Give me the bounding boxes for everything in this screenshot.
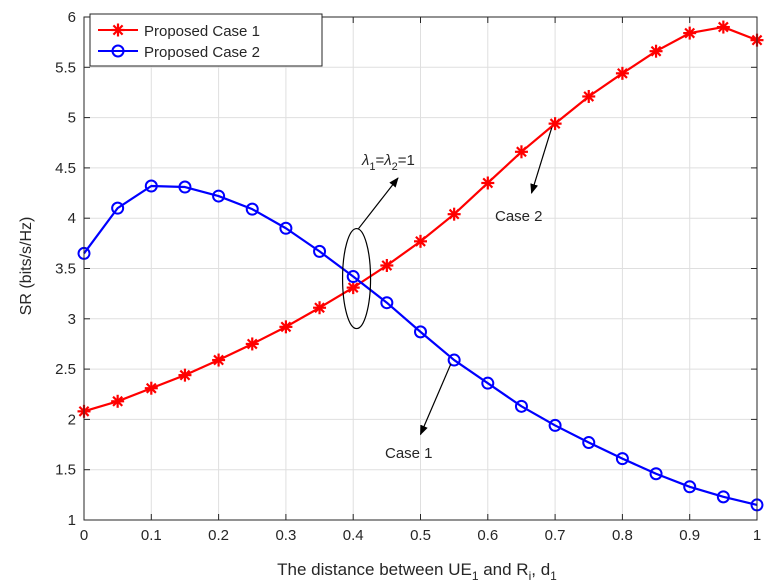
y-tick-label: 5 — [68, 110, 76, 127]
axes-box — [83, 16, 758, 521]
y-tick-labels: 1 1.5 2 2.5 3 3.5 4 4.5 5 5.5 6 — [55, 9, 76, 529]
intersection-ellipse — [341, 227, 372, 330]
data-point-series1 — [447, 207, 461, 221]
data-point-series2 — [481, 376, 495, 390]
case1-annotation: Case 1 — [385, 445, 433, 462]
y-tick-label: 4 — [68, 210, 76, 227]
lambda-sub1: 1 — [369, 161, 375, 173]
x-tick-label: 0.3 — [275, 527, 296, 544]
x-tick-label: 0.9 — [679, 527, 700, 544]
data-point-series2 — [683, 480, 697, 494]
data-point-series2 — [615, 452, 629, 466]
legend-asterisk — [111, 23, 125, 37]
lambda-eq1: = — [376, 152, 385, 169]
legend-marker-series2 — [111, 44, 125, 58]
legend-marker-series1 — [111, 23, 125, 37]
x-axis-label-part1: The distance between UE — [277, 560, 472, 579]
x-axis-label-part2: and R — [479, 560, 529, 579]
data-point-series1 — [313, 301, 327, 315]
data-point-series2 — [178, 180, 192, 194]
data-point-series2 — [514, 399, 528, 413]
data-point-series1 — [380, 258, 394, 272]
series-layer — [77, 20, 764, 512]
x-axis-label-sub2: i — [529, 569, 532, 583]
case1-arrow — [419, 363, 452, 436]
x-axis-label: The distance between UE1 and Ri, d1 — [277, 560, 557, 583]
y-tick-label: 5.5 — [55, 59, 76, 76]
lambda-eq2: =1 — [398, 152, 415, 169]
data-point-series1 — [548, 117, 562, 131]
data-point-series1 — [481, 176, 495, 190]
data-point-series1 — [683, 26, 697, 40]
x-tick-labels: 0 0.1 0.2 0.3 0.4 0.5 0.6 0.7 0.8 0.9 1 — [80, 527, 761, 544]
legend-box — [89, 13, 323, 67]
data-point-series2 — [582, 436, 596, 450]
legend-label-series1: Proposed Case 1 — [144, 23, 260, 40]
y-tick-label: 3.5 — [55, 261, 76, 278]
data-point-series2 — [144, 179, 158, 193]
data-point-series1 — [178, 368, 192, 382]
data-point-series2 — [447, 353, 461, 367]
data-point-series2 — [111, 201, 125, 215]
x-tick-label: 0.8 — [612, 527, 633, 544]
y-tick-label: 6 — [68, 9, 76, 26]
lambda-arrow — [358, 177, 399, 229]
series-line-2 — [83, 184, 758, 506]
data-point-series2 — [313, 244, 327, 258]
legend-label-series2: Proposed Case 2 — [144, 44, 260, 61]
lambda-sub2: 2 — [392, 161, 398, 173]
data-point-series2 — [380, 296, 394, 310]
data-point-series2 — [548, 418, 562, 432]
data-point-series2 — [245, 202, 259, 216]
data-point-series1 — [615, 66, 629, 80]
case2-annotation: Case 2 — [495, 208, 543, 225]
lambda-annotation: λ1=λ2=1 — [361, 152, 415, 173]
data-point-series2 — [716, 490, 730, 504]
data-point-series1 — [346, 281, 360, 295]
data-point-series2 — [414, 325, 427, 339]
x-tick-label: 0.6 — [477, 527, 498, 544]
annotations — [341, 127, 553, 436]
y-tick-label: 3 — [68, 311, 76, 328]
x-tick-label: 0.7 — [545, 527, 566, 544]
data-point-series1 — [279, 320, 293, 334]
data-point-series2 — [212, 189, 226, 203]
data-point-series1 — [716, 20, 730, 34]
data-point-series2 — [279, 221, 293, 235]
y-tick-label: 2.5 — [55, 361, 76, 378]
y-tick-label: 1 — [68, 512, 76, 529]
data-point-series1 — [582, 89, 596, 103]
y-axis-label: SR (bits/s/Hz) — [18, 217, 35, 316]
data-point-series2 — [649, 467, 663, 481]
y-tick-label: 1.5 — [55, 462, 76, 479]
data-point-series2 — [346, 270, 360, 284]
data-point-series1 — [212, 353, 226, 367]
lambda-sym1: λ — [361, 152, 369, 169]
data-point-series1 — [649, 44, 663, 58]
legend: Proposed Case 1 Proposed Case 2 — [89, 13, 323, 67]
x-axis-label-part3: , d — [531, 560, 550, 579]
x-tick-label: 0.4 — [343, 527, 364, 544]
lambda-sym2: λ — [383, 152, 391, 169]
case2-arrow — [530, 127, 553, 195]
data-point-series1 — [245, 337, 259, 351]
y-tick-label: 2 — [68, 411, 76, 428]
x-tick-label: 1 — [753, 527, 761, 544]
x-tick-label: 0.1 — [141, 527, 162, 544]
data-point-series1 — [144, 381, 158, 395]
x-tick-label: 0 — [80, 527, 88, 544]
data-point-series1 — [414, 234, 427, 248]
x-tick-label: 0.2 — [208, 527, 229, 544]
x-axis-label-sub3: 1 — [550, 569, 557, 583]
y-tick-label: 4.5 — [55, 160, 76, 177]
x-tick-label: 0.5 — [410, 527, 431, 544]
data-point-series1 — [111, 394, 125, 408]
data-point-series1 — [514, 145, 528, 159]
x-axis-label-sub1: 1 — [472, 569, 479, 583]
